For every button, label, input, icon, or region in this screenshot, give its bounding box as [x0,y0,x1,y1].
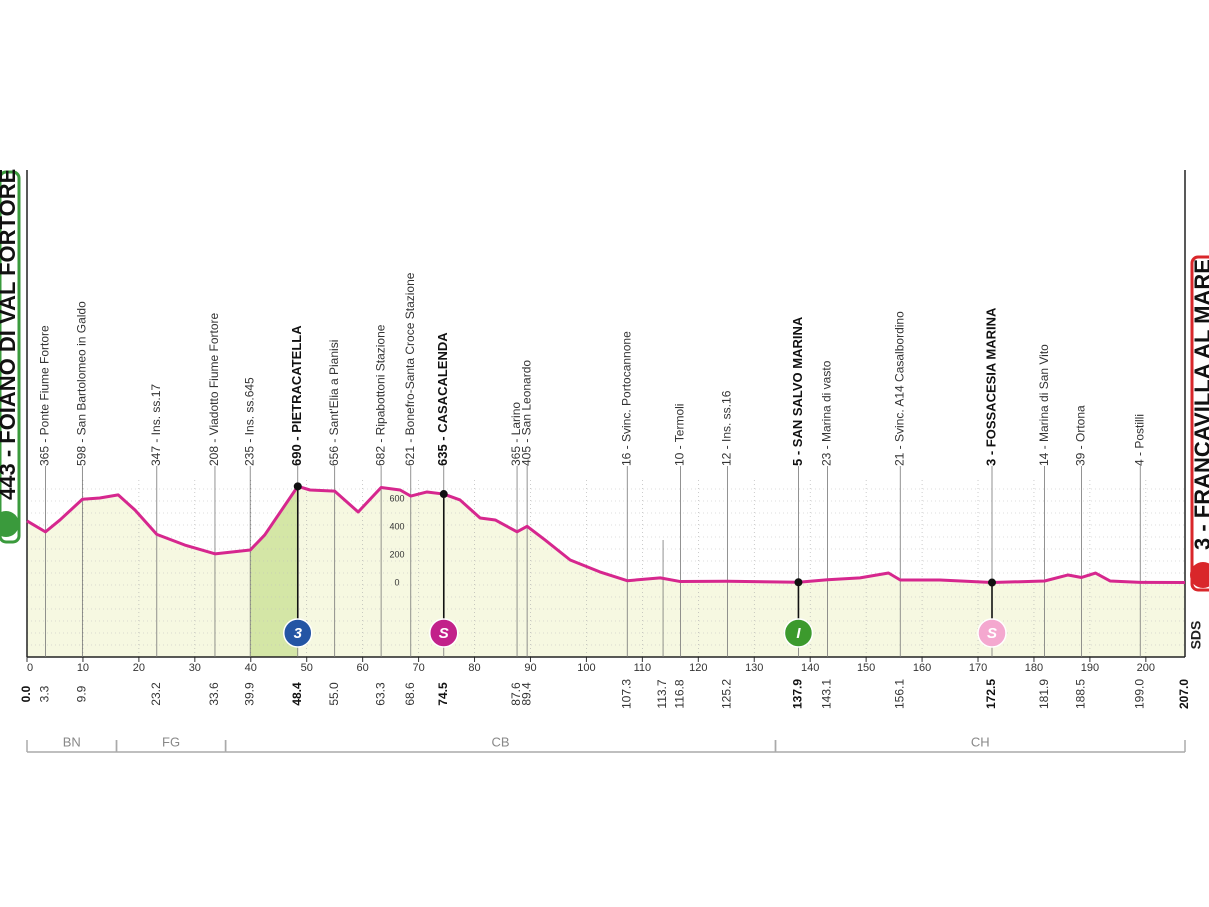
start-box [0,170,21,544]
km-label: 89.4 [519,682,533,706]
waypoint-label: 598 - San Bartolomeo in Galdo [75,301,89,466]
finish-label: 3 - FRANCAVILLA AL MARE [1190,259,1209,550]
x-tick-label: 160 [913,662,931,674]
km-label: 156.1 [892,679,906,709]
x-tick-label: 10 [77,662,89,674]
region-label: CH [971,734,990,749]
x-tick-label: 110 [634,662,652,674]
marker-dot [794,578,803,587]
km-label: 63.3 [373,682,387,706]
x-tick-label: 180 [1025,662,1043,674]
x-tick-label: 170 [969,662,987,674]
waypoint-label: 16 - Svinc. Portocannone [619,331,633,466]
y-tick-label: 400 [389,521,404,531]
marker-symbol: S [439,625,449,642]
waypoint-label: 656 - Sant'Elia a Pianisi [327,340,341,466]
km-label: 33.6 [207,682,221,706]
x-tick-label: 60 [357,662,369,674]
waypoint-label-bold: 5 - SAN SALVO MARINA [790,316,805,466]
waypoint-label: 365 - Ponte Fiume Fortore [38,325,52,466]
marker-dot [988,578,996,587]
km-label: 199.0 [1132,679,1146,709]
km-label: 137.9 [791,679,805,709]
waypoint-label: 23 - Marina di vasto [820,360,834,466]
x-tick-label: 30 [189,662,201,674]
y-tick-label: 0 [394,577,399,587]
waypoint-label: 365 - Larino [509,402,523,466]
marker-icon [283,618,313,648]
logo: SDS [1188,621,1204,650]
waypoint-label: 235 - Ins. ss.645 [242,377,256,466]
km-label: 74.5 [436,682,450,706]
waypoint-label: 682 - Ripabottoni Stazione [373,324,387,466]
finish-icon [1190,562,1209,588]
x-tick-label: 150 [857,662,875,674]
km-label: 172.5 [984,679,998,709]
start-km-label: 0.0 [19,685,33,702]
marker-icon [429,618,459,648]
x-tick-label: 90 [524,662,536,674]
start-icon [0,511,19,537]
km-label: 48.4 [290,682,304,706]
finish-box [1190,255,1209,592]
region-label: BN [63,734,81,749]
profile-line [26,484,1186,585]
km-label: 23.2 [149,682,163,706]
waypoint-label: 347 - Ins. ss.17 [149,384,163,466]
waypoint-label: 4 - Postilli [1132,414,1146,466]
x-tick-label: 130 [745,662,763,674]
km-label: 3.3 [38,685,52,702]
km-label: 188.5 [1074,679,1088,709]
waypoint-label: 208 - Viadotto Fiume Fortore [207,312,221,466]
climb-fill [250,486,298,657]
waypoint-label-bold: 3 - FOSSACESIA MARINA [983,307,998,466]
km-label: 113.7 [655,679,669,708]
km-label: 55.0 [327,682,341,706]
waypoint-label: 12 - Ins. ss.16 [720,390,734,466]
x-tick-label: 80 [468,662,480,674]
region-label: CB [492,734,510,749]
x-tick-label: 200 [1137,662,1155,674]
x-tick-label: 140 [801,662,819,674]
waypoint-label-bold: 690 - PIETRACATELLA [289,325,304,466]
marker-icon [977,618,1007,648]
marker-symbol: S [987,625,997,642]
x-tick-label: 40 [245,662,257,674]
marker-symbol: I [796,625,801,642]
marker-symbol: 3 [294,625,303,642]
waypoint-label: 621 - Bonefro-Santa Croce Stazione [403,272,417,466]
km-label: 39.9 [242,682,256,706]
km-label: 107.3 [619,679,633,709]
y-tick-label: 200 [389,549,404,559]
finish-km-label: 207.0 [1177,679,1191,709]
marker-dot [439,490,448,499]
km-label: 9.9 [75,685,89,702]
km-label: 116.8 [673,679,687,708]
km-label: 87.6 [509,682,523,706]
km-label: 125.2 [720,679,734,709]
x-tick-label: 0 [27,662,33,674]
waypoint-label: 21 - Svinc. A14 Casalbordino [892,311,906,466]
profile-fill [27,486,1185,657]
x-tick-label: 190 [1081,662,1099,674]
region-label: FG [162,734,180,749]
x-tick-label: 120 [689,662,707,674]
marker-icon [783,618,814,648]
waypoint-label: 405 - San Leonardo [519,360,533,466]
start-label: 443 - FOIANO DI VAL FORTORE [0,169,20,500]
waypoint-label: 14 - Marina di San Vito [1037,344,1051,466]
waypoint-label-bold: 635 - CASACALENDA [435,332,450,466]
x-tick-label: 100 [577,662,595,674]
km-label: 181.9 [1037,679,1051,709]
km-label: 143.1 [820,679,834,709]
x-tick-label: 70 [412,662,424,674]
marker-dot [293,482,302,491]
waypoint-label: 39 - Ortona [1074,405,1088,466]
x-tick-label: 50 [301,662,313,674]
x-tick-label: 20 [133,662,145,674]
y-tick-label: 600 [389,493,404,503]
waypoint-label: 10 - Termoli [673,404,687,466]
km-label: 68.6 [403,682,417,706]
